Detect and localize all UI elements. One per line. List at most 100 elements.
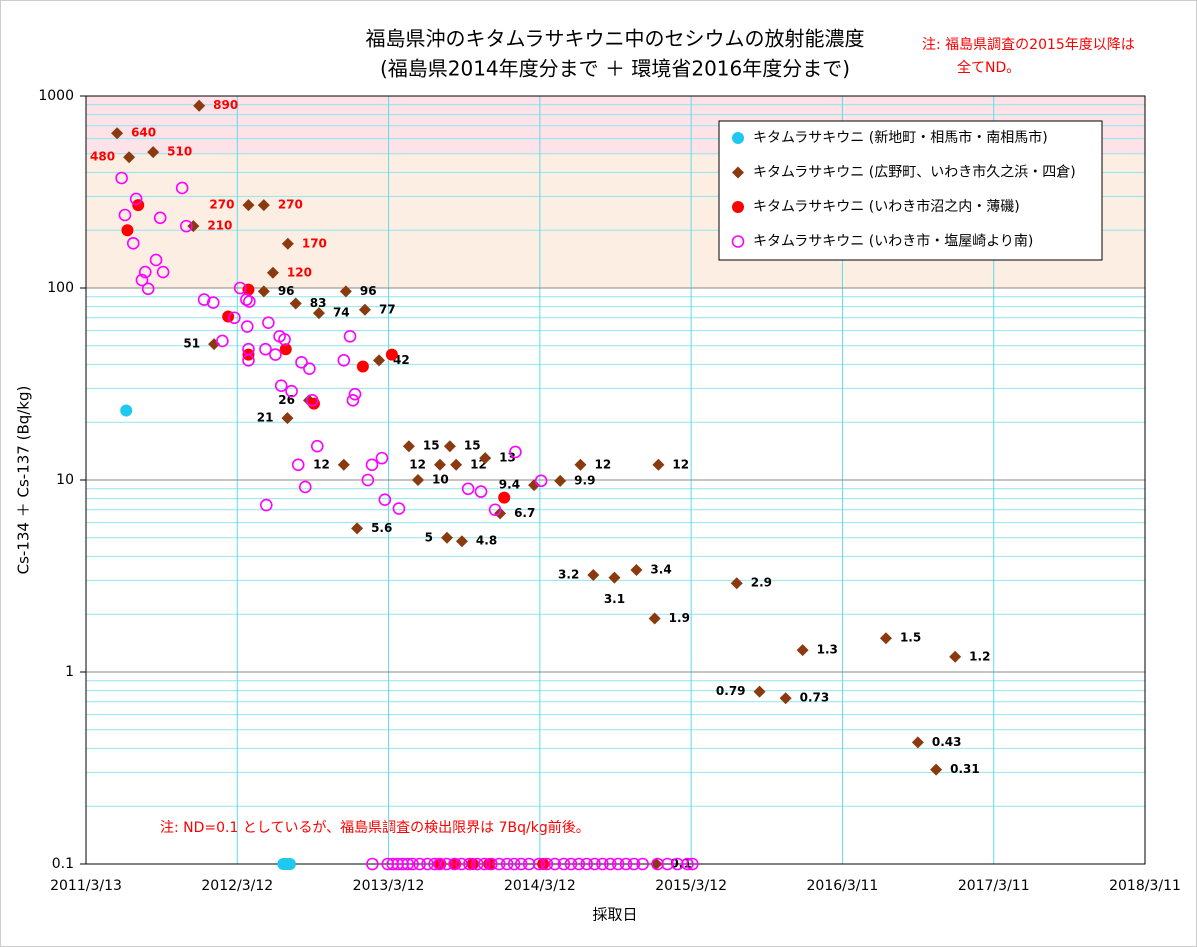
- data-label: 2.9: [751, 576, 772, 590]
- point: [514, 857, 528, 871]
- y-axis-label: Cs-134 ＋ Cs-137 (Bq/kg): [15, 386, 33, 575]
- data-label: 9.4: [499, 478, 520, 492]
- point: [441, 531, 454, 544]
- point: [537, 858, 550, 870]
- legend-label: キタムラサキウニ (いわき市沼之内・薄磯): [753, 198, 1020, 215]
- point: [233, 281, 247, 295]
- point: [396, 857, 409, 871]
- point: [470, 857, 484, 871]
- point: [356, 360, 369, 373]
- point: [466, 858, 479, 870]
- point: [572, 857, 586, 871]
- point: [295, 356, 308, 369]
- point: [348, 387, 362, 401]
- y-tick-label: 100: [47, 280, 74, 296]
- x-tick-label: 2018/3/11: [1109, 878, 1181, 894]
- x-tick-label: 2017/3/11: [958, 878, 1030, 894]
- point: [443, 440, 456, 453]
- data-label: 1.9: [669, 611, 690, 625]
- point: [339, 285, 352, 298]
- point: [507, 857, 521, 871]
- point: [257, 199, 270, 212]
- point: [911, 736, 924, 749]
- point: [156, 265, 170, 279]
- point: [149, 253, 163, 267]
- point: [479, 452, 492, 465]
- point: [433, 857, 446, 871]
- point: [574, 458, 587, 471]
- point: [455, 535, 468, 548]
- point: [132, 199, 145, 212]
- data-label: 15: [423, 439, 440, 453]
- point: [461, 482, 475, 496]
- point: [661, 857, 674, 871]
- point: [448, 857, 461, 871]
- legend-marker: [732, 132, 744, 144]
- x-tick-label: 2015/3/12: [655, 878, 727, 894]
- legend-box: [718, 120, 1103, 261]
- point: [636, 857, 649, 871]
- point: [630, 563, 643, 576]
- data-label: 15: [464, 439, 481, 453]
- point: [141, 282, 155, 296]
- point: [193, 99, 206, 112]
- data-label: 3.2: [558, 568, 579, 582]
- x-axis-label: 採取日: [592, 906, 637, 924]
- data-label: 890: [213, 98, 238, 112]
- data-label: 270: [209, 198, 234, 212]
- point: [554, 474, 567, 487]
- data-label: 270: [278, 198, 303, 212]
- point: [540, 857, 554, 871]
- annotation: 注: ND=0.1 としているが、福島県調査の検出限界は 7Bq/kg前後。: [160, 819, 590, 836]
- data-label: 5: [425, 530, 433, 544]
- point: [307, 397, 320, 410]
- point: [242, 199, 255, 212]
- point: [274, 379, 288, 392]
- point: [153, 211, 167, 225]
- point: [648, 612, 661, 625]
- data-label: 3.4: [650, 562, 671, 576]
- point: [180, 219, 193, 233]
- data-label: 12: [594, 457, 611, 471]
- point: [242, 354, 255, 367]
- point: [118, 208, 132, 222]
- x-tick-label: 2011/3/13: [50, 878, 122, 894]
- point: [126, 236, 140, 250]
- y-tick-label: 1000: [38, 88, 74, 104]
- point: [337, 354, 351, 367]
- point: [337, 458, 350, 471]
- x-tick-label: 2014/3/12: [504, 878, 576, 894]
- data-label: 0.31: [950, 762, 980, 776]
- point: [611, 857, 625, 871]
- annotation: 注: 福島県調査の2015年度以降は: [922, 37, 1135, 53]
- point: [411, 474, 424, 486]
- point: [278, 333, 291, 346]
- point: [147, 146, 160, 159]
- point: [291, 458, 305, 472]
- point: [474, 485, 488, 498]
- data-label: 12: [313, 457, 330, 471]
- point: [283, 858, 296, 870]
- point: [306, 394, 319, 407]
- data-label: 510: [167, 145, 192, 159]
- point: [111, 127, 124, 140]
- data-label: 4.8: [476, 534, 497, 548]
- chart-title: 福島県沖のキタムラサキウニ中のセシウムの放射能濃度: [366, 27, 865, 51]
- point: [488, 503, 502, 517]
- point: [557, 857, 571, 871]
- point: [564, 857, 578, 871]
- point: [266, 266, 279, 279]
- point: [121, 224, 134, 237]
- chart-subtitle: (福島県2014年度分まで ＋ 環境省2016年度分まで): [380, 57, 850, 81]
- point: [686, 857, 699, 871]
- point: [421, 857, 434, 871]
- point: [671, 857, 684, 871]
- point: [500, 857, 514, 871]
- legend-label: キタムラサキウニ (広野町、いわき市久之浜・四倉): [753, 164, 1076, 181]
- point: [498, 491, 511, 504]
- point: [440, 857, 453, 871]
- point: [346, 394, 360, 407]
- data-label: 96: [278, 284, 295, 298]
- data-label: 1.5: [900, 631, 921, 645]
